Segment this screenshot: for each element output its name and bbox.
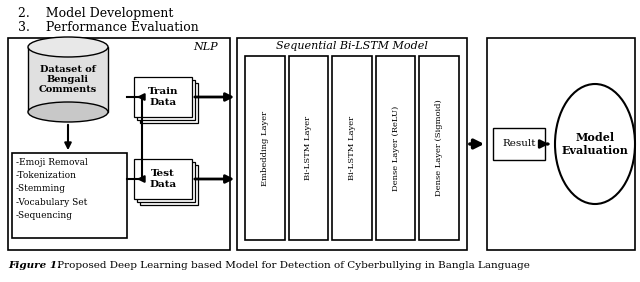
FancyBboxPatch shape: [487, 38, 635, 250]
Text: Test
Data: Test Data: [149, 169, 177, 189]
FancyBboxPatch shape: [493, 128, 545, 160]
Text: Train
Data: Train Data: [148, 87, 179, 107]
Ellipse shape: [28, 102, 108, 122]
FancyBboxPatch shape: [419, 56, 459, 240]
Text: -Emoji Removal
-Tokenization
-Stemming
-Vocabulary Set
-Sequencing: -Emoji Removal -Tokenization -Stemming -…: [16, 158, 88, 220]
FancyBboxPatch shape: [289, 56, 328, 240]
FancyBboxPatch shape: [237, 38, 467, 250]
Text: 2.    Model Development: 2. Model Development: [18, 7, 173, 20]
Text: Result: Result: [502, 140, 536, 149]
Text: NLP: NLP: [193, 42, 218, 52]
FancyBboxPatch shape: [12, 153, 127, 238]
FancyBboxPatch shape: [140, 165, 198, 205]
FancyBboxPatch shape: [245, 56, 285, 240]
Text: Figure 1.: Figure 1.: [8, 261, 61, 270]
FancyBboxPatch shape: [134, 77, 192, 117]
Text: Bi-LSTM Layer: Bi-LSTM Layer: [348, 116, 356, 180]
Text: Bi-LSTM Layer: Bi-LSTM Layer: [305, 116, 312, 180]
FancyBboxPatch shape: [137, 162, 195, 202]
FancyBboxPatch shape: [140, 83, 198, 123]
Text: Dense Layer (ReLU): Dense Layer (ReLU): [392, 105, 399, 191]
Text: Sequential Bi-LSTM Model: Sequential Bi-LSTM Model: [276, 41, 428, 51]
Text: 3.    Performance Evaluation: 3. Performance Evaluation: [18, 21, 199, 34]
Text: Embedding Layer: Embedding Layer: [261, 111, 269, 186]
FancyBboxPatch shape: [8, 38, 230, 250]
FancyBboxPatch shape: [376, 56, 415, 240]
Text: Dense Layer (Sigmoid): Dense Layer (Sigmoid): [435, 100, 443, 196]
FancyBboxPatch shape: [332, 56, 372, 240]
Polygon shape: [28, 47, 108, 112]
Ellipse shape: [555, 84, 635, 204]
Text: Proposed Deep Learning based Model for Detection of Cyberbullying in Bangla Lang: Proposed Deep Learning based Model for D…: [54, 261, 530, 270]
FancyBboxPatch shape: [134, 159, 192, 199]
Text: Dataset of
Bengali
Comments: Dataset of Bengali Comments: [39, 65, 97, 94]
FancyBboxPatch shape: [137, 80, 195, 120]
Ellipse shape: [28, 37, 108, 57]
Text: Model
Evaluation: Model Evaluation: [561, 132, 628, 156]
